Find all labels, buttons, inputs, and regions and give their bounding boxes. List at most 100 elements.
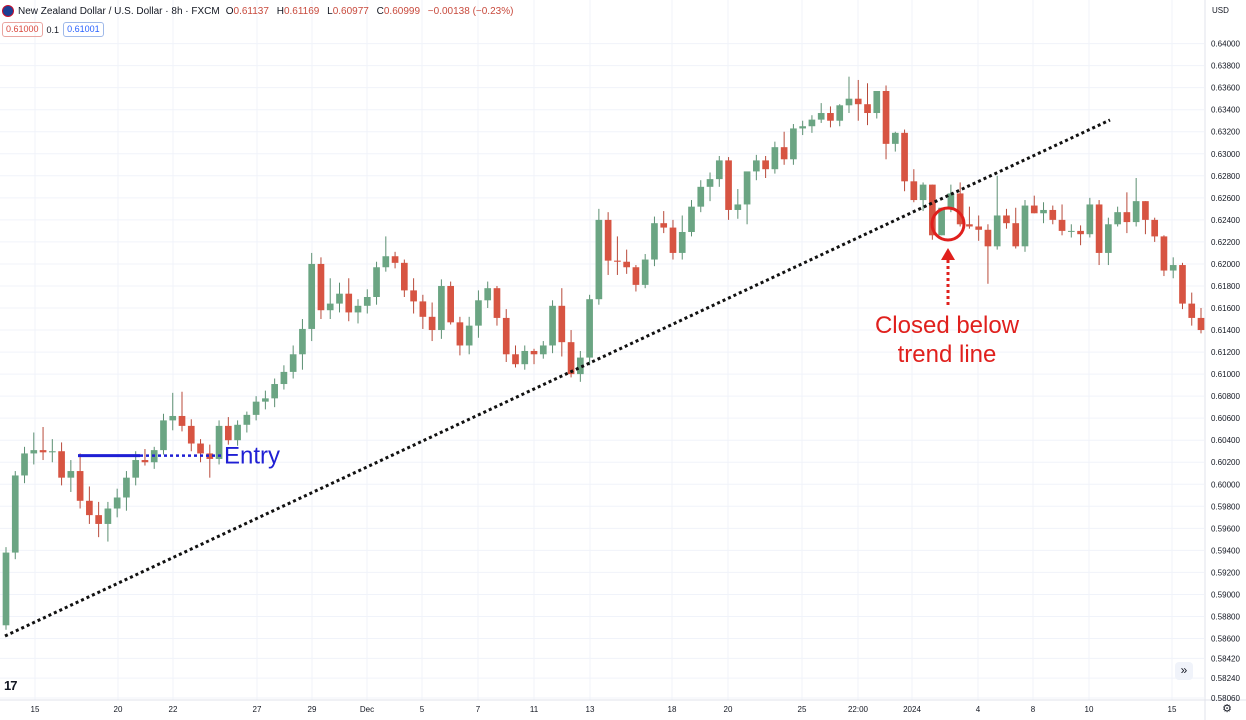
x-tick-label: 2024 bbox=[903, 705, 921, 714]
candle-body bbox=[1040, 209, 1047, 214]
candle-body bbox=[187, 425, 195, 444]
candle-body bbox=[1169, 265, 1177, 271]
candle-body bbox=[169, 415, 177, 421]
candle-body bbox=[299, 328, 306, 355]
candle-body bbox=[21, 453, 28, 476]
y-tick-label: 0.58600 bbox=[1211, 635, 1240, 644]
x-tick-label: 15 bbox=[31, 705, 40, 714]
y-tick-label: 0.60000 bbox=[1211, 480, 1240, 489]
candle-body bbox=[493, 288, 501, 318]
candle-body bbox=[623, 261, 630, 268]
candle-body bbox=[919, 184, 927, 201]
candle-body bbox=[956, 193, 964, 225]
candle-body bbox=[234, 424, 241, 441]
candle-body bbox=[521, 350, 529, 365]
entry-label: Entry bbox=[224, 443, 280, 470]
candle-body bbox=[743, 171, 751, 205]
currency-label[interactable]: USD bbox=[1212, 6, 1229, 15]
y-tick-label: 0.63200 bbox=[1211, 128, 1240, 137]
candle-body bbox=[715, 160, 723, 180]
candle-body bbox=[2, 552, 10, 626]
candle-body bbox=[836, 105, 844, 121]
spread-value: 0.1 bbox=[46, 24, 60, 35]
candle-body bbox=[678, 231, 686, 253]
y-tick-label: 0.61600 bbox=[1211, 304, 1240, 313]
candle-body bbox=[567, 342, 575, 375]
candle-body bbox=[1151, 219, 1159, 237]
tradingview-logo-icon[interactable]: 17 bbox=[4, 678, 18, 693]
candle-body bbox=[614, 260, 621, 262]
symbol-name[interactable]: New Zealand Dollar / U.S. Dollar · 8h · … bbox=[18, 5, 220, 17]
gear-icon[interactable]: ⚙ bbox=[1222, 703, 1232, 715]
x-tick-label: 10 bbox=[1085, 705, 1094, 714]
candle-body bbox=[586, 299, 593, 358]
candle-body bbox=[512, 354, 519, 365]
x-tick-label: 13 bbox=[586, 705, 595, 714]
candle-body bbox=[706, 179, 714, 187]
candle-body bbox=[113, 497, 121, 509]
y-tick-label: 0.61800 bbox=[1211, 282, 1240, 291]
candle-body bbox=[808, 119, 816, 127]
x-tick-label: 29 bbox=[308, 705, 317, 714]
candle-body bbox=[632, 267, 640, 285]
close-label: C bbox=[376, 5, 384, 17]
scroll-to-realtime-icon[interactable]: » bbox=[1175, 662, 1193, 680]
candle-body bbox=[790, 128, 797, 160]
x-tick-label: 8 bbox=[1031, 705, 1036, 714]
candle-body bbox=[873, 90, 881, 114]
candle-body bbox=[975, 226, 983, 230]
candle-body bbox=[780, 147, 788, 160]
candle-body bbox=[901, 132, 908, 182]
candle-body bbox=[993, 215, 1001, 247]
candle-body bbox=[456, 322, 464, 346]
candle-body bbox=[984, 229, 992, 247]
quote-bar: 0.61000 0.1 0.61001 bbox=[2, 22, 104, 37]
candle-body bbox=[929, 184, 936, 236]
y-tick-label: 0.60400 bbox=[1211, 436, 1240, 445]
y-tick-label: 0.59200 bbox=[1211, 568, 1240, 577]
trend-line bbox=[4, 118, 1111, 638]
candle-body bbox=[549, 305, 556, 346]
low-label: L bbox=[327, 5, 333, 17]
candle-body bbox=[771, 147, 779, 170]
x-tick-label: 22:00 bbox=[848, 705, 869, 714]
candle-body bbox=[11, 475, 19, 553]
ohlc-values: O0.61137 H0.61169 L0.60977 C0.60999 −0.0… bbox=[226, 6, 519, 17]
y-tick-label: 0.59600 bbox=[1211, 524, 1240, 533]
x-tick-label: 25 bbox=[798, 705, 807, 714]
candle-body bbox=[484, 288, 492, 301]
y-tick-label: 0.60200 bbox=[1211, 458, 1240, 467]
candle-body bbox=[428, 316, 436, 331]
candle-body bbox=[1021, 205, 1029, 247]
candle-body bbox=[48, 451, 56, 453]
candle-body bbox=[289, 354, 297, 372]
y-tick-label: 0.63800 bbox=[1211, 62, 1240, 71]
x-tick-label: 4 bbox=[976, 705, 981, 714]
candle-body bbox=[753, 160, 760, 172]
candle-body bbox=[799, 126, 807, 129]
candle-body bbox=[30, 450, 38, 454]
candle-body bbox=[1077, 230, 1084, 235]
x-tick-label: 7 bbox=[476, 705, 481, 714]
candle-body bbox=[95, 515, 102, 524]
y-tick-label: 0.63000 bbox=[1211, 150, 1240, 159]
candle-body bbox=[864, 104, 871, 114]
y-tick-label: 0.62800 bbox=[1211, 172, 1240, 181]
y-tick-label: 0.62000 bbox=[1211, 260, 1240, 269]
open-label: O bbox=[225, 5, 234, 17]
candle-body bbox=[595, 219, 603, 300]
candle-body bbox=[1160, 236, 1168, 271]
high-label: H bbox=[276, 5, 284, 17]
candle-body bbox=[734, 204, 742, 210]
sell-price-button[interactable]: 0.61000 bbox=[2, 22, 43, 37]
buy-price-button[interactable]: 0.61001 bbox=[63, 22, 104, 37]
candle-body bbox=[1003, 215, 1010, 224]
y-tick-label: 0.61000 bbox=[1211, 370, 1240, 379]
candle-body bbox=[660, 223, 668, 228]
x-tick-label: 5 bbox=[420, 705, 425, 714]
candle-body bbox=[354, 305, 362, 313]
candle-body bbox=[382, 256, 390, 268]
y-tick-label: 0.62600 bbox=[1211, 194, 1240, 203]
change-value: −0.00138 (−0.23%) bbox=[427, 5, 514, 17]
